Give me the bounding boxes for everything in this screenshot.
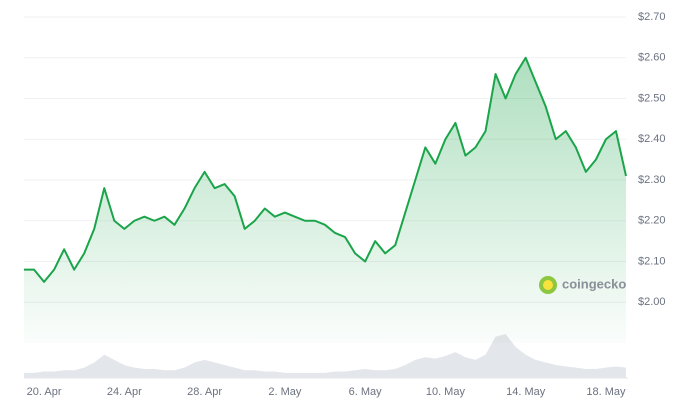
logo-inner: [543, 280, 553, 290]
x-tick-label: 28. Apr: [187, 386, 222, 398]
x-tick-label: 2. May: [268, 386, 302, 398]
price-area: [24, 57, 626, 343]
x-tick-label: 20. Apr: [27, 386, 62, 398]
x-tick-label: 6. May: [349, 386, 383, 398]
y-tick-label: $2.70: [638, 11, 666, 23]
plot: $2.00 $2.10 $2.20 $2.30 $2.40 $2.50 $2.60 $2.70…: [24, 11, 666, 398]
price-line: [24, 56, 627, 283]
x-tick-label: 24. Apr: [107, 386, 142, 398]
x-tick-label: 14. May: [506, 386, 546, 398]
volume-area: [24, 334, 626, 378]
x-tick-label: 18. May: [586, 386, 626, 398]
y-tick-label: $2.60: [638, 52, 666, 64]
y-tick-label: $2.00: [638, 296, 666, 308]
watermark-text: coingecko: [562, 276, 626, 291]
y-tick-label: $2.40: [638, 133, 666, 145]
y-tick-label: $2.10: [638, 255, 666, 267]
y-tick-label: $2.30: [638, 174, 666, 186]
x-tick-label: 10. May: [426, 386, 466, 398]
watermark: coingecko: [539, 276, 626, 294]
y-tick-label: $2.50: [638, 92, 666, 104]
y-tick-label: $2.20: [638, 215, 666, 227]
